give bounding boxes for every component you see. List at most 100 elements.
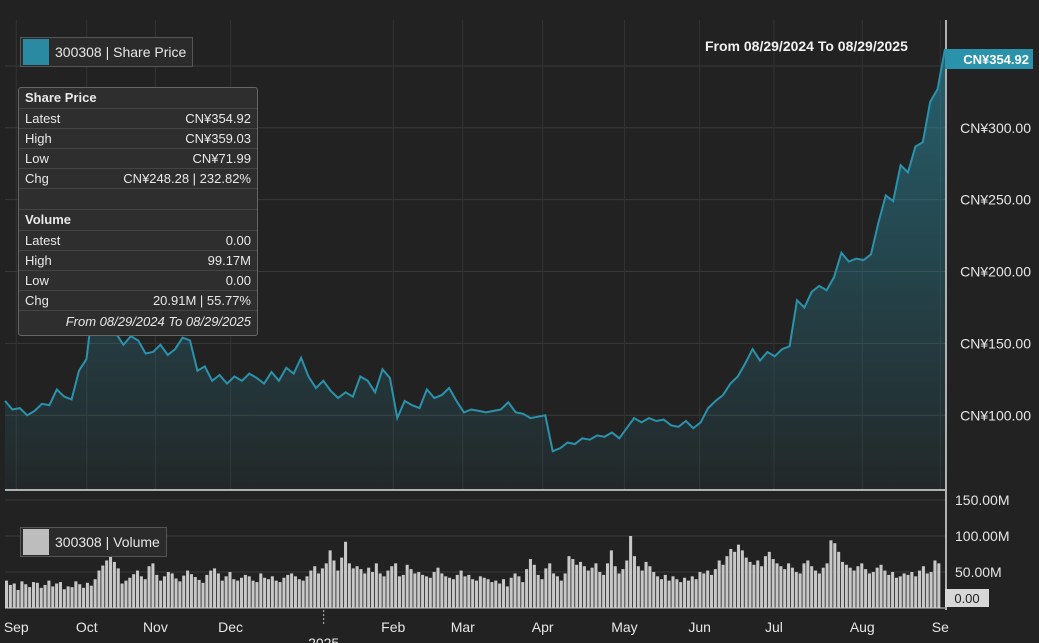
volume-bar [867, 573, 871, 608]
volume-bar [274, 580, 278, 608]
volume-bar [594, 563, 598, 608]
volume-bar [401, 574, 405, 608]
volume-bar [756, 560, 760, 608]
tooltip-row-label: Low [25, 151, 49, 166]
volume-bar [586, 570, 590, 608]
date-range-label: From 08/29/2024 To 08/29/2025 [705, 38, 908, 54]
volume-bar [305, 576, 309, 608]
volume-bar [482, 577, 486, 608]
volume-bar [170, 573, 174, 608]
volume-bar [20, 581, 24, 608]
volume-bar [155, 574, 159, 608]
volume-bar [124, 580, 128, 608]
volume-bar [259, 573, 263, 608]
price-series-line[interactable] [4, 48, 946, 453]
volume-bar [794, 572, 798, 608]
volume-bar [332, 560, 336, 608]
x-tick-label: Mar [451, 619, 475, 635]
volume-bar [432, 572, 436, 608]
volume-bar [35, 582, 39, 608]
price-y-tick-label: CN¥250.00 [960, 192, 1031, 208]
volume-bar [448, 577, 452, 608]
tooltip-row: High CN¥359.03 [19, 128, 257, 148]
volume-bars [5, 536, 941, 608]
volume-bar [143, 579, 147, 608]
volume-bar [721, 564, 725, 608]
volume-bar [640, 570, 644, 608]
volume-bar [428, 577, 432, 608]
volume-bar [12, 583, 16, 608]
volume-bar [525, 569, 529, 608]
price-y-tick-label: CN¥150.00 [960, 335, 1031, 351]
volume-bar [120, 583, 124, 608]
price-legend-label: 300308 | Share Price [55, 44, 187, 60]
volume-bar [328, 550, 332, 608]
volume-bar [317, 573, 321, 608]
volume-bar [74, 581, 78, 608]
volume-bar [590, 567, 594, 608]
volume-bar [93, 579, 97, 608]
volume-bar [752, 564, 756, 608]
volume-bar [213, 568, 217, 608]
volume-bar [24, 584, 28, 608]
volume-bar [902, 573, 906, 608]
volume-bar [771, 559, 775, 608]
volume-bar [151, 563, 155, 608]
volume-bar [31, 582, 36, 608]
volume-bar [559, 580, 563, 608]
volume-bar [189, 574, 193, 608]
volume-bar [440, 573, 444, 608]
volume-bar [937, 563, 941, 608]
volume-bar [324, 563, 328, 608]
volume-bar [814, 570, 818, 608]
volume-bar [363, 573, 367, 608]
volume-bar [290, 573, 294, 608]
volume-bar [582, 566, 586, 608]
volume-bar [62, 589, 66, 608]
price-legend[interactable]: 300308 | Share Price [20, 37, 194, 67]
volume-bar [921, 566, 925, 608]
volume-bar [891, 572, 895, 608]
tooltip-row-value: CN¥359.03 [185, 131, 251, 146]
volume-bar [544, 568, 548, 608]
volume-bar [340, 557, 344, 608]
volume-bar [209, 570, 213, 608]
volume-bar [632, 556, 636, 608]
volume-bar [236, 580, 240, 608]
volume-bar [282, 577, 286, 608]
volume-bar [309, 570, 313, 608]
volume-bar [536, 574, 540, 608]
volume-bar [58, 582, 62, 608]
volume-bar [421, 574, 425, 608]
volume-bar [748, 561, 752, 608]
volume-bar [636, 566, 640, 608]
x-tick-label: May [611, 619, 637, 635]
volume-bar [509, 577, 513, 608]
volume-legend[interactable]: 300308 | Volume [20, 527, 167, 557]
volume-bar [186, 570, 190, 608]
volume-bar [760, 566, 764, 608]
volume-bar [228, 572, 232, 608]
volume-bar [478, 576, 482, 608]
volume-bar [240, 577, 244, 608]
volume-bar [405, 564, 409, 608]
volume-bar [817, 573, 821, 608]
volume-bar [501, 579, 506, 608]
price-y-axis: CN¥100.00 CN¥150.00 CN¥200.00 CN¥250.00 CN¥3… [960, 120, 1031, 423]
volume-bar [548, 563, 552, 608]
tooltip-row-value: 0.00 [225, 273, 251, 288]
volume-bar [105, 560, 109, 608]
volume-bar [382, 576, 386, 608]
volume-bar [251, 580, 255, 608]
volume-bar [521, 582, 525, 608]
volume-bar [455, 574, 459, 608]
volume-y-tick-label: 150.00M [955, 492, 1009, 508]
tooltip-row: Chg 20.91M | 55.77% [19, 290, 257, 310]
volume-bar [648, 566, 652, 608]
volume-bar [713, 569, 717, 608]
volume-bar [374, 563, 378, 608]
tooltip-volume-title: Volume [19, 209, 257, 230]
volume-bar [686, 580, 690, 608]
year-label: 2025 [308, 635, 339, 643]
volume-bar [89, 585, 93, 608]
